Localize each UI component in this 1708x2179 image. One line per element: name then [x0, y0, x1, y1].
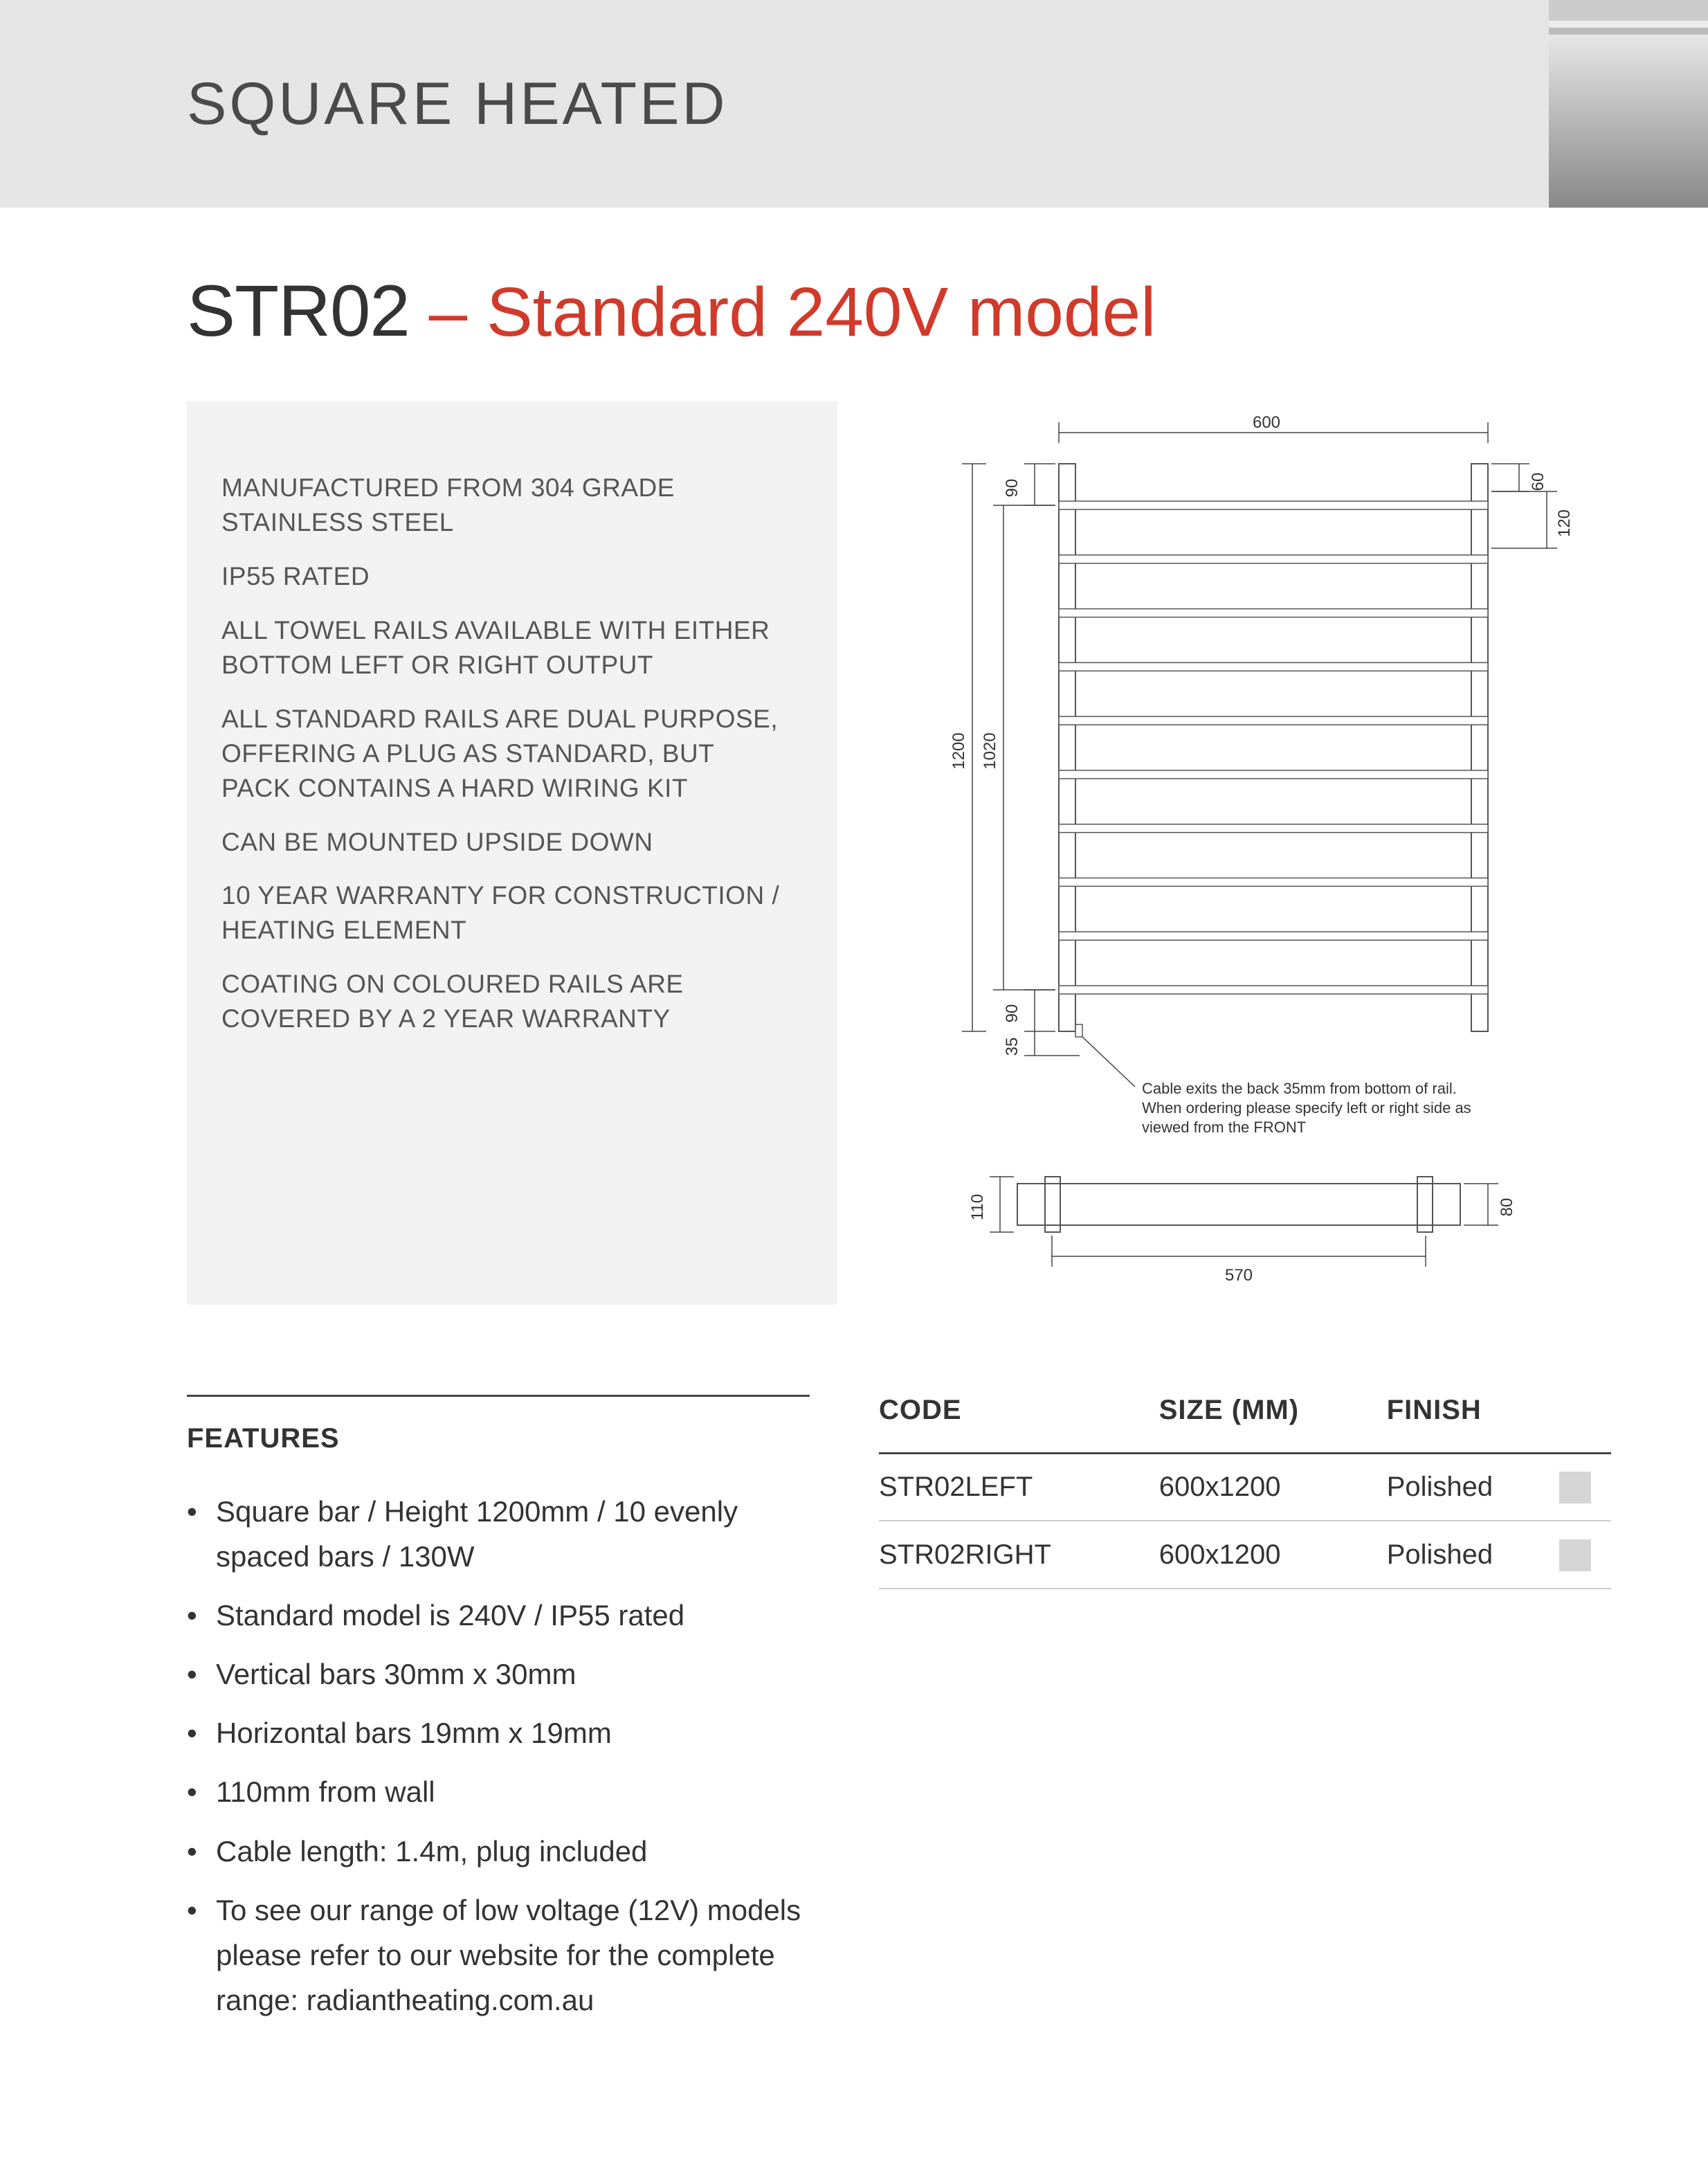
features-list: Square bar / Height 1200mm / 10 evenly s…: [187, 1489, 810, 2023]
size-cell: 600x1200: [1159, 1521, 1387, 1588]
dim-right-top: 60: [1529, 473, 1547, 491]
spec-line: ALL TOWEL RAILS AVAILABLE WITH EITHER BO…: [221, 613, 789, 682]
finish-swatch: [1559, 1472, 1591, 1503]
diagram-note-2: When ordering please specify left or rig…: [1142, 1099, 1471, 1116]
finish-swatch: [1559, 1539, 1591, 1571]
swatch-cell: [1559, 1521, 1611, 1588]
category-title: SQUARE HEATED: [187, 70, 728, 138]
spec-line: CAN BE MOUNTED UPSIDE DOWN: [221, 825, 789, 860]
dim-right-second: 120: [1555, 509, 1571, 537]
feature-item: Square bar / Height 1200mm / 10 evenly s…: [187, 1489, 810, 1579]
dim-cable-offset: 35: [1003, 1038, 1021, 1056]
dim-rail-depth: 80: [1498, 1198, 1516, 1217]
features-heading: FEATURES: [187, 1423, 810, 1454]
table-header: FINISH: [1387, 1395, 1559, 1454]
dim-width: 600: [1253, 413, 1280, 432]
dim-bottom-gap: 90: [1003, 1004, 1021, 1023]
title-row: STR02 – Standard 240V model: [0, 208, 1708, 353]
finish-cell: Polished: [1387, 1454, 1559, 1521]
swatch-cell: [1559, 1454, 1611, 1521]
feature-item: Cable length: 1.4m, plug included: [187, 1829, 810, 1874]
finish-cell: Polished: [1387, 1521, 1559, 1588]
dim-height: 1200: [950, 732, 968, 769]
spec-box: MANUFACTURED FROM 304 GRADE STAINLESS ST…: [187, 401, 837, 1305]
table-header: [1559, 1395, 1611, 1454]
code-cell: STR02RIGHT: [879, 1521, 1159, 1588]
feature-item: To see our range of low voltage (12V) mo…: [187, 1888, 810, 2023]
feature-item: Vertical bars 30mm x 30mm: [187, 1652, 810, 1697]
features-rule: [187, 1395, 810, 1397]
table-row: STR02RIGHT600x1200Polished: [879, 1521, 1611, 1588]
table-header: CODE: [879, 1395, 1159, 1454]
feature-item: 110mm from wall: [187, 1769, 810, 1814]
spec-line: IP55 RATED: [221, 559, 789, 594]
table-row: STR02LEFT600x1200Polished: [879, 1454, 1611, 1521]
spec-line: ALL STANDARD RAILS ARE DUAL PURPOSE, OFF…: [221, 702, 789, 806]
codes-table: CODESIZE (MM)FINISH STR02LEFT600x1200Pol…: [879, 1395, 1611, 1589]
size-cell: 600x1200: [1159, 1454, 1387, 1521]
spec-line: 10 YEAR WARRANTY FOR CONSTRUCTION / HEAT…: [221, 878, 789, 948]
diagram-note-3: viewed from the FRONT: [1142, 1119, 1306, 1136]
dim-top-gap: 90: [1003, 479, 1021, 498]
technical-diagram: 600 90 1020 1200: [879, 401, 1708, 1305]
feature-item: Standard model is 240V / IP55 rated: [187, 1593, 810, 1638]
header-photo: [1549, 0, 1708, 208]
feature-item: Horizontal bars 19mm x 19mm: [187, 1710, 810, 1755]
dim-depth: 110: [968, 1194, 987, 1220]
model-code: STR02: [187, 271, 410, 352]
code-cell: STR02LEFT: [879, 1454, 1159, 1521]
diagram-note-1: Cable exits the back 35mm from bottom of…: [1142, 1080, 1457, 1097]
dim-inner-width: 570: [1225, 1266, 1253, 1285]
table-header: SIZE (MM): [1159, 1395, 1387, 1454]
spec-line: COATING ON COLOURED RAILS ARE COVERED BY…: [221, 967, 789, 1036]
header-band: SQUARE HEATED: [0, 0, 1708, 208]
model-subtitle: – Standard 240V model: [410, 273, 1156, 351]
spec-line: MANUFACTURED FROM 304 GRADE STAINLESS ST…: [221, 471, 789, 540]
dim-inner-height: 1020: [981, 732, 999, 769]
